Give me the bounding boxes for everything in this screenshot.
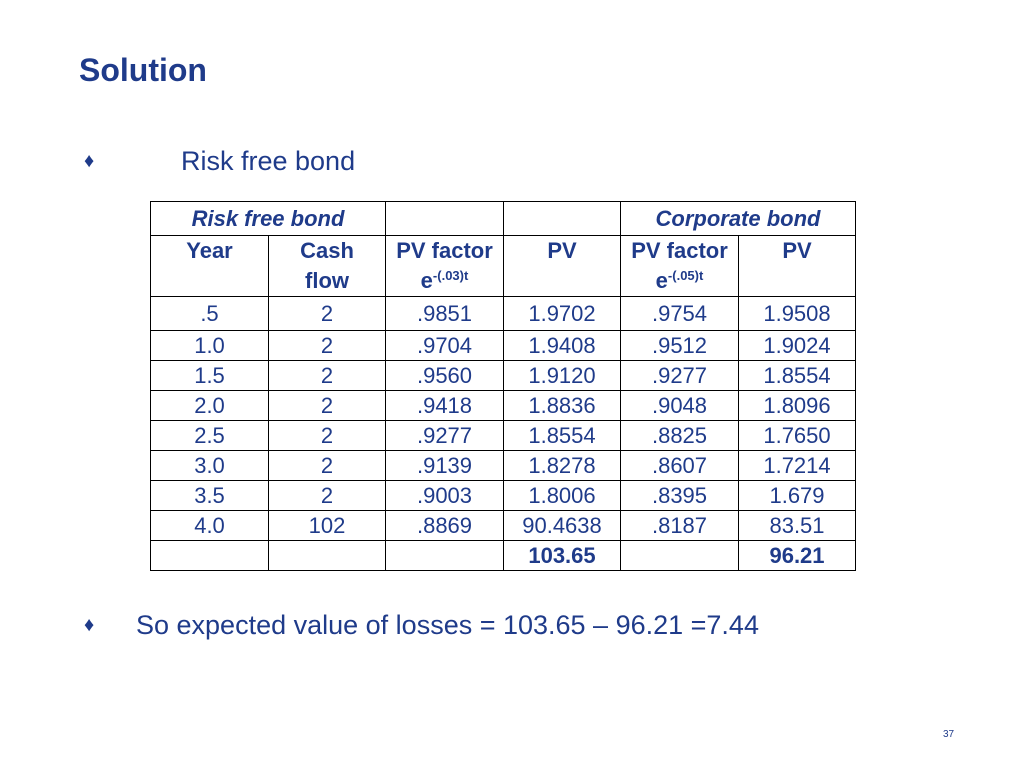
header-pv-factor-corporate: PV factor e-(.05)t (620, 235, 739, 297)
cell-cash-flow: 2 (268, 360, 386, 391)
cell-pv-factor-corp: .9048 (620, 390, 739, 421)
page-number: 37 (943, 729, 955, 740)
cell-year: 4.0 (150, 510, 269, 541)
cell-pv-corp: 1.7650 (738, 420, 856, 451)
table-row: 3.5 2 .9003 1.8006 .8395 1.679 (150, 480, 856, 511)
cell-pv-corp: 1.7214 (738, 450, 856, 481)
header-pv-factor-risk-free: PV factor e-(.03)t (385, 235, 504, 297)
cell-pv-factor-rf: .9704 (385, 330, 504, 361)
cell-pv-corp: 1.679 (738, 480, 856, 511)
cell-cash-flow: 2 (268, 330, 386, 361)
cell-pv-factor-corp: .8187 (620, 510, 739, 541)
table-row: 4.0 102 .8869 90.4638 .8187 83.51 (150, 510, 856, 541)
cell-year: .5 (150, 296, 269, 331)
cell-cash-flow: 2 (268, 450, 386, 481)
cell-total-empty (620, 540, 739, 571)
table-row: .5 2 .9851 1.9702 .9754 1.9508 (150, 296, 856, 331)
cell-pv-rf: 1.9120 (503, 360, 621, 391)
cell-pv-factor-rf: .9277 (385, 420, 504, 451)
cell-pv-rf: 1.8278 (503, 450, 621, 481)
table-row: 2.5 2 .9277 1.8554 .8825 1.7650 (150, 420, 856, 451)
cell-cash-flow: 2 (268, 420, 386, 451)
cell-pv-corp: 1.9508 (738, 296, 856, 331)
cell-pv-factor-rf: .9851 (385, 296, 504, 331)
cell-pv-rf: 1.8836 (503, 390, 621, 421)
cell-total-pv-rf: 103.65 (503, 540, 621, 571)
bullet-risk-free-bond: Risk free bond (181, 146, 356, 176)
table-row: 2.0 2 .9418 1.8836 .9048 1.8096 (150, 390, 856, 421)
bond-valuation-table: Risk free bond Corporate bond Year Cash f… (150, 201, 856, 571)
cell-pv-corp: 83.51 (738, 510, 856, 541)
table-header-columns: Year Cash flow PV factor e-(.03)t PV PV fa… (150, 235, 856, 297)
header-cash-flow: Cash flow (268, 235, 386, 297)
cell-year: 3.0 (150, 450, 269, 481)
cell-pv-factor-corp: .8825 (620, 420, 739, 451)
cell-pv-factor-rf: .8869 (385, 510, 504, 541)
cell-total-empty (150, 540, 269, 571)
cell-total-empty (385, 540, 504, 571)
header-year: Year (150, 235, 269, 297)
cell-pv-corp: 1.8096 (738, 390, 856, 421)
cell-pv-factor-corp: .9754 (620, 296, 739, 331)
cell-pv-factor-rf: .9560 (385, 360, 504, 391)
cell-pv-factor-rf: .9418 (385, 390, 504, 421)
cell-year: 2.0 (150, 390, 269, 421)
cell-pv-rf: 1.8006 (503, 480, 621, 511)
slide-title: Solution (79, 52, 207, 88)
cell-pv-corp: 1.8554 (738, 360, 856, 391)
cell-cash-flow: 2 (268, 390, 386, 421)
cell-pv-rf: 90.4638 (503, 510, 621, 541)
table-header-bond-type: Risk free bond Corporate bond (150, 201, 856, 236)
cell-pv-rf: 1.9408 (503, 330, 621, 361)
table-totals-row: 103.65 96.21 (150, 540, 856, 571)
cell-year: 2.5 (150, 420, 269, 451)
cell-year: 3.5 (150, 480, 269, 511)
table-row: 3.0 2 .9139 1.8278 .8607 1.7214 (150, 450, 856, 481)
cell-pv-factor-corp: .9512 (620, 330, 739, 361)
header-pv-risk-free: PV (503, 235, 621, 297)
cell-pv-factor-corp: .9277 (620, 360, 739, 391)
cell-cash-flow: 2 (268, 480, 386, 511)
cell-pv-factor-corp: .8607 (620, 450, 739, 481)
bullet-expected-losses: So expected value of losses = 103.65 – 9… (136, 610, 759, 640)
bullet-diamond-icon: ♦ (84, 150, 95, 172)
header-corporate-bond: Corporate bond (620, 201, 856, 236)
cell-year: 1.0 (150, 330, 269, 361)
cell-total-pv-corp: 96.21 (738, 540, 856, 571)
header-pv-corporate: PV (738, 235, 856, 297)
header-empty (385, 201, 504, 236)
cell-pv-factor-corp: .8395 (620, 480, 739, 511)
table-row: 1.5 2 .9560 1.9120 .9277 1.8554 (150, 360, 856, 391)
cell-pv-factor-rf: .9139 (385, 450, 504, 481)
cell-cash-flow: 102 (268, 510, 386, 541)
header-risk-free-bond: Risk free bond (150, 201, 386, 236)
bullet-diamond-icon: ♦ (84, 614, 95, 636)
cell-pv-rf: 1.8554 (503, 420, 621, 451)
cell-total-empty (268, 540, 386, 571)
header-empty (503, 201, 621, 236)
cell-pv-corp: 1.9024 (738, 330, 856, 361)
cell-pv-rf: 1.9702 (503, 296, 621, 331)
cell-pv-factor-rf: .9003 (385, 480, 504, 511)
table-row: 1.0 2 .9704 1.9408 .9512 1.9024 (150, 330, 856, 361)
cell-cash-flow: 2 (268, 296, 386, 331)
cell-year: 1.5 (150, 360, 269, 391)
